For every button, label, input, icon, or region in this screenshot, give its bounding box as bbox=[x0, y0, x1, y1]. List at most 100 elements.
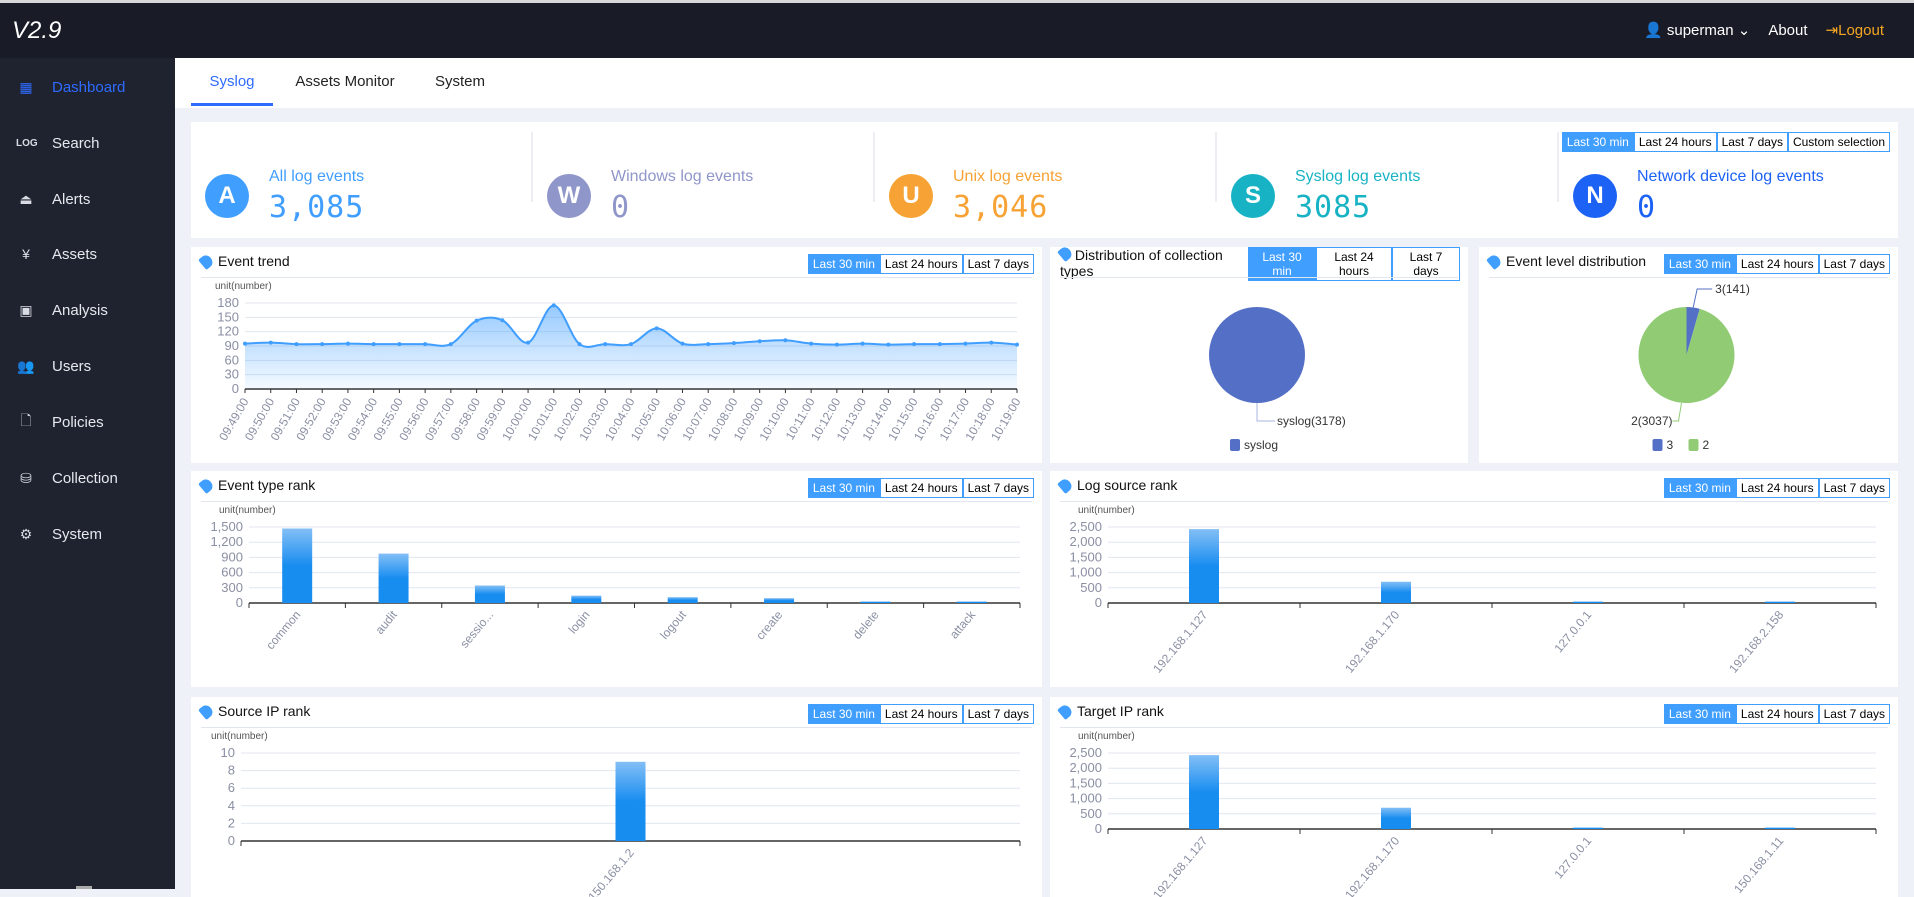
divider bbox=[1215, 132, 1217, 202]
range-30min[interactable]: Last 30 min bbox=[808, 479, 879, 497]
event-trend-chart: unit(number)030609012015018009:49:0009:5… bbox=[215, 281, 1024, 443]
sidebar-item-analysis[interactable]: ▣ Analysis bbox=[0, 290, 175, 330]
bar bbox=[1765, 827, 1795, 829]
range-24h[interactable]: Last 24 hours bbox=[1734, 705, 1818, 723]
tab-system[interactable]: System bbox=[434, 73, 485, 90]
range-7d[interactable]: Last 7 days bbox=[961, 479, 1033, 497]
data-point bbox=[706, 342, 711, 347]
range-30min[interactable]: Last 30 min bbox=[1664, 255, 1735, 273]
sidebar-item-system[interactable]: ⚙ System bbox=[0, 514, 175, 554]
sidebar-item-assets[interactable]: ¥ Assets bbox=[0, 234, 175, 274]
sidebar-item-policies[interactable]: 🗋 Policies bbox=[0, 402, 175, 442]
stat-u[interactable]: U Unix log events 3,046 bbox=[875, 160, 1215, 226]
sidebar-item-search[interactable]: LOG Search bbox=[0, 123, 175, 163]
stat-w[interactable]: W Windows log events 0 bbox=[533, 160, 873, 226]
unit-label: unit(number) bbox=[1078, 505, 1135, 516]
range-24h[interactable]: Last 24 hours bbox=[1632, 133, 1716, 151]
panel-source-ip-rank: Source IP rank Last 30 min Last 24 hours L… bbox=[191, 697, 1042, 897]
range-7d[interactable]: Last 7 days bbox=[1817, 479, 1889, 497]
range-30min[interactable]: Last 30 min bbox=[1562, 133, 1633, 151]
x-tick-label: attack bbox=[947, 607, 979, 641]
range-7d[interactable]: Last 7 days bbox=[1817, 705, 1889, 723]
data-point bbox=[680, 341, 685, 346]
legend-swatch bbox=[1652, 439, 1663, 451]
data-point bbox=[783, 338, 788, 343]
y-tick-label: 2 bbox=[228, 815, 235, 830]
stat-letter-icon: S bbox=[1231, 174, 1275, 218]
range-7d[interactable]: Last 7 days bbox=[961, 705, 1033, 723]
range-selector: Last 30 min Last 24 hours Last 7 days bbox=[1663, 704, 1890, 724]
data-point bbox=[860, 341, 865, 346]
range-selector: Last 30 min Last 24 hours Last 7 days bbox=[807, 704, 1034, 724]
stat-n[interactable]: N Network device log events 0 bbox=[1559, 160, 1899, 226]
range-7d[interactable]: Last 7 days bbox=[1817, 255, 1889, 273]
range-30min[interactable]: Last 30 min bbox=[808, 255, 879, 273]
range-30min[interactable]: Last 30 min bbox=[1664, 705, 1735, 723]
logout-link[interactable]: ⇥Logout bbox=[1826, 21, 1884, 39]
user-icon: 👤 bbox=[1644, 22, 1663, 39]
sidebar-item-alerts[interactable]: ⏏ Alerts bbox=[0, 179, 175, 219]
range-7d[interactable]: Last 7 days bbox=[1715, 133, 1787, 151]
x-tick-label: 150.168.1.11 bbox=[1731, 834, 1786, 896]
range-selector: Last 30 min Last 24 hours Last 7 days bbox=[1663, 254, 1890, 274]
range-30min[interactable]: Last 30 min bbox=[1664, 479, 1735, 497]
data-point bbox=[937, 342, 942, 347]
legend-label: 3 bbox=[1667, 438, 1674, 452]
user-menu[interactable]: 👤 superman ⌄ bbox=[1644, 21, 1750, 39]
unit-label: unit(number) bbox=[215, 281, 272, 292]
range-24h[interactable]: Last 24 hours bbox=[878, 255, 962, 273]
data-point bbox=[757, 339, 762, 344]
data-point bbox=[294, 342, 299, 347]
sidebar-item-dashboard[interactable]: ▦ Dashboard bbox=[0, 67, 175, 107]
divider bbox=[1489, 277, 1888, 278]
bar bbox=[1189, 755, 1219, 829]
y-tick-label: 2,000 bbox=[1069, 534, 1102, 549]
data-point bbox=[809, 341, 814, 346]
tag-icon bbox=[1057, 476, 1074, 494]
logout-label: Logout bbox=[1838, 22, 1884, 39]
data-point bbox=[654, 326, 659, 331]
tab-syslog[interactable]: Syslog bbox=[191, 58, 273, 106]
bar bbox=[764, 598, 795, 603]
x-tick-label: 127.0.0.1 bbox=[1551, 608, 1594, 656]
y-tick-label: 2,000 bbox=[1069, 760, 1102, 775]
stat-s[interactable]: S Syslog log events 3085 bbox=[1217, 160, 1557, 226]
legend-swatch bbox=[1230, 439, 1240, 451]
range-7d[interactable]: Last 7 days bbox=[961, 255, 1033, 273]
divider bbox=[531, 132, 533, 202]
range-7d[interactable]: Last 7 days bbox=[1391, 248, 1459, 280]
stat-value: 0 bbox=[611, 190, 631, 225]
divider bbox=[873, 132, 875, 202]
range-24h[interactable]: Last 24 hours bbox=[1734, 255, 1818, 273]
collapse-handle[interactable] bbox=[76, 886, 92, 889]
bar bbox=[667, 597, 698, 603]
y-tick-label: 1,500 bbox=[210, 519, 243, 534]
range-24h[interactable]: Last 24 hours bbox=[1734, 479, 1818, 497]
collection-pie-chart: syslog(3178) syslog bbox=[1209, 307, 1346, 452]
x-tick-label: sessio... bbox=[457, 608, 496, 651]
range-30min[interactable]: Last 30 min bbox=[1249, 248, 1315, 280]
about-link[interactable]: About bbox=[1768, 21, 1808, 39]
sidebar-item-collection[interactable]: ⛁ Collection bbox=[0, 458, 175, 498]
y-tick-label: 2,500 bbox=[1069, 745, 1102, 760]
y-tick-label: 150 bbox=[217, 309, 239, 324]
data-point bbox=[423, 342, 428, 347]
range-24h[interactable]: Last 24 hours bbox=[1315, 248, 1391, 280]
range-24h[interactable]: Last 24 hours bbox=[878, 705, 962, 723]
bar bbox=[282, 528, 313, 603]
range-24h[interactable]: Last 24 hours bbox=[878, 479, 962, 497]
stat-a[interactable]: A All log events 3,085 bbox=[191, 160, 531, 226]
sidebar-item-users[interactable]: 👥 Users bbox=[0, 346, 175, 386]
range-custom[interactable]: Custom selection bbox=[1786, 133, 1889, 151]
tab-assets-monitor[interactable]: Assets Monitor bbox=[295, 73, 395, 90]
range-30min[interactable]: Last 30 min bbox=[808, 705, 879, 723]
bar bbox=[1381, 581, 1411, 603]
data-point bbox=[963, 341, 968, 346]
tag-icon bbox=[1057, 702, 1074, 720]
policy-icon: 🗋 bbox=[20, 412, 32, 428]
sidebar-item-label: Collection bbox=[52, 469, 118, 487]
bar bbox=[571, 595, 602, 603]
username: superman bbox=[1666, 22, 1734, 39]
panel-event-level: Event level distribution Last 30 min Last… bbox=[1479, 247, 1898, 463]
